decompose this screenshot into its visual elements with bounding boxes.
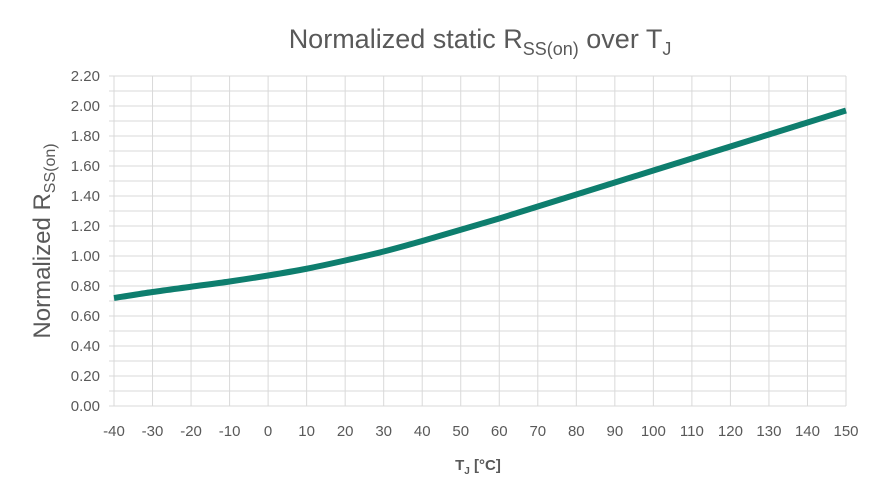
y-tick-label: 0.20 [71,368,100,385]
x-tick-label: 150 [833,423,858,440]
x-tick-label: 110 [680,423,704,440]
series-point [422,241,423,242]
x-tick-label: -20 [180,423,202,440]
series-point [768,134,769,135]
x-tick-label: 70 [529,423,546,440]
vertical-gridlines [109,75,847,407]
x-tick-label: 40 [414,423,431,440]
chart-title-subscript-2: J [662,39,671,59]
y-tick-label: 0.40 [71,338,100,355]
series-point [383,251,384,252]
series-point [152,292,153,293]
series-point [807,122,808,123]
series-point [691,158,692,159]
x-tick-label: 30 [375,423,392,440]
series-point [306,268,307,269]
x-tick-label: -10 [219,423,241,440]
series-line [113,107,847,301]
chart-title-subscript: SS(on) [523,39,579,59]
x-axis-label: TJ [°C] [455,457,501,477]
series-point [114,298,115,299]
y-axis-label-subscript: SS(on) [42,143,59,193]
x-tick-label: 50 [452,423,469,440]
x-tick-labels: -40 -30 -20 -10 0 10 20 30 40 50 60 70 80 90 100 110 120… [103,423,858,440]
series-point [576,194,577,195]
chart-title-main: Normalized static R [289,24,523,54]
x-tick-label: -30 [142,423,164,440]
x-tick-label: 90 [606,423,623,440]
series-point [730,146,731,147]
chart-title: Normalized static RSS(on) over TJ [289,24,672,59]
x-axis-label-main: T [455,457,464,474]
series-point [345,260,346,261]
x-tick-label: 140 [795,423,820,440]
series-point [614,182,615,183]
chart-title-mid: over T [579,24,663,54]
x-tick-label: 10 [298,423,315,440]
x-tick-label: -40 [103,423,125,440]
x-axis-label-unit: [°C] [470,457,501,474]
series-layer [113,107,847,301]
x-tick-label: 80 [568,423,585,440]
y-tick-label: 1.20 [71,218,100,235]
series-point [653,170,654,171]
y-axis-label-main: Normalized R [29,193,56,338]
x-tick-label: 120 [718,423,743,440]
series-point [537,206,538,207]
series-point [499,218,500,219]
x-tick-label: 100 [641,423,666,440]
horizontal-gridlines [114,75,846,407]
x-tick-label: 60 [491,423,508,440]
series-point [460,229,461,230]
y-tick-label: 2.20 [71,68,100,85]
y-tick-label: 1.40 [71,188,100,205]
x-axis-label-subscript: J [464,466,470,477]
x-tick-label: 130 [756,423,781,440]
y-tick-label: 0.60 [71,308,100,325]
series-point [268,275,269,276]
y-tick-label: 1.00 [71,248,100,265]
x-tick-label: 20 [337,423,354,440]
y-tick-label: 1.80 [71,128,100,145]
y-tick-label: 0.80 [71,278,100,295]
x-tick-label: 0 [264,423,272,440]
y-tick-label: 0.00 [71,398,100,415]
series-point [229,281,230,282]
y-axis-label: Normalized RSS(on) [29,143,59,338]
y-tick-labels: 0.00 0.20 0.40 0.60 0.80 1.00 1.20 1.40 1.60 1.80… [71,68,100,415]
y-tick-label: 2.00 [71,98,100,115]
series-point [846,110,847,111]
series-point [191,286,192,287]
y-tick-label: 1.60 [71,158,100,175]
